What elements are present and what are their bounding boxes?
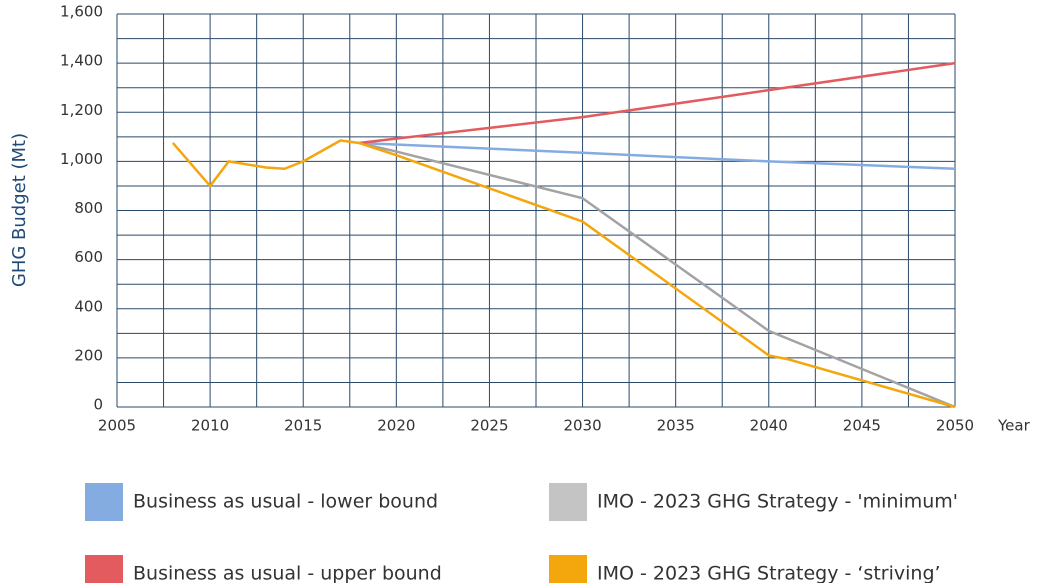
- legend-swatch: [549, 483, 587, 521]
- y-tick-label: 400: [74, 297, 103, 315]
- y-tick-label: 600: [74, 248, 103, 266]
- y-tick-label: 1,000: [60, 150, 103, 168]
- series-line: [358, 141, 956, 409]
- series-line: [171, 139, 956, 409]
- x-tick-label: 2035: [657, 417, 695, 435]
- legend-label: IMO - 2023 GHG Strategy - ‘striving’: [597, 563, 941, 583]
- y-tick-label: 800: [74, 199, 103, 217]
- x-tick-label: 2015: [284, 417, 322, 435]
- x-tick-label: 2040: [750, 417, 788, 435]
- legend-label: IMO - 2023 GHG Strategy - 'minimum': [597, 491, 958, 513]
- x-tick-label: 2020: [377, 417, 415, 435]
- y-tick-label: 1,400: [60, 52, 103, 70]
- legend-label: Business as usual - lower bound: [133, 491, 438, 513]
- legend-swatch: [85, 555, 123, 583]
- y-axis-label: GHG Budget (Mt): [9, 133, 30, 287]
- y-tick-label: 1,200: [60, 101, 103, 119]
- series-line: [359, 141, 956, 170]
- series-line: [358, 61, 956, 145]
- x-axis-label: Year: [997, 417, 1031, 435]
- y-tick-label: 200: [74, 346, 103, 364]
- x-tick-label: 2045: [843, 417, 881, 435]
- x-tick-label: 2030: [563, 417, 601, 435]
- y-tick-label: 1,600: [60, 3, 103, 21]
- x-tick-label: 2050: [936, 417, 974, 435]
- legend-swatch: [85, 483, 123, 521]
- x-tick-label: 2025: [470, 417, 508, 435]
- x-tick-label: 2010: [191, 417, 229, 435]
- y-tick-label: 0: [93, 396, 103, 414]
- x-tick-label: 2005: [98, 417, 136, 435]
- legend-swatch: [549, 555, 587, 583]
- legend-label: Business as usual - upper bound: [133, 563, 442, 583]
